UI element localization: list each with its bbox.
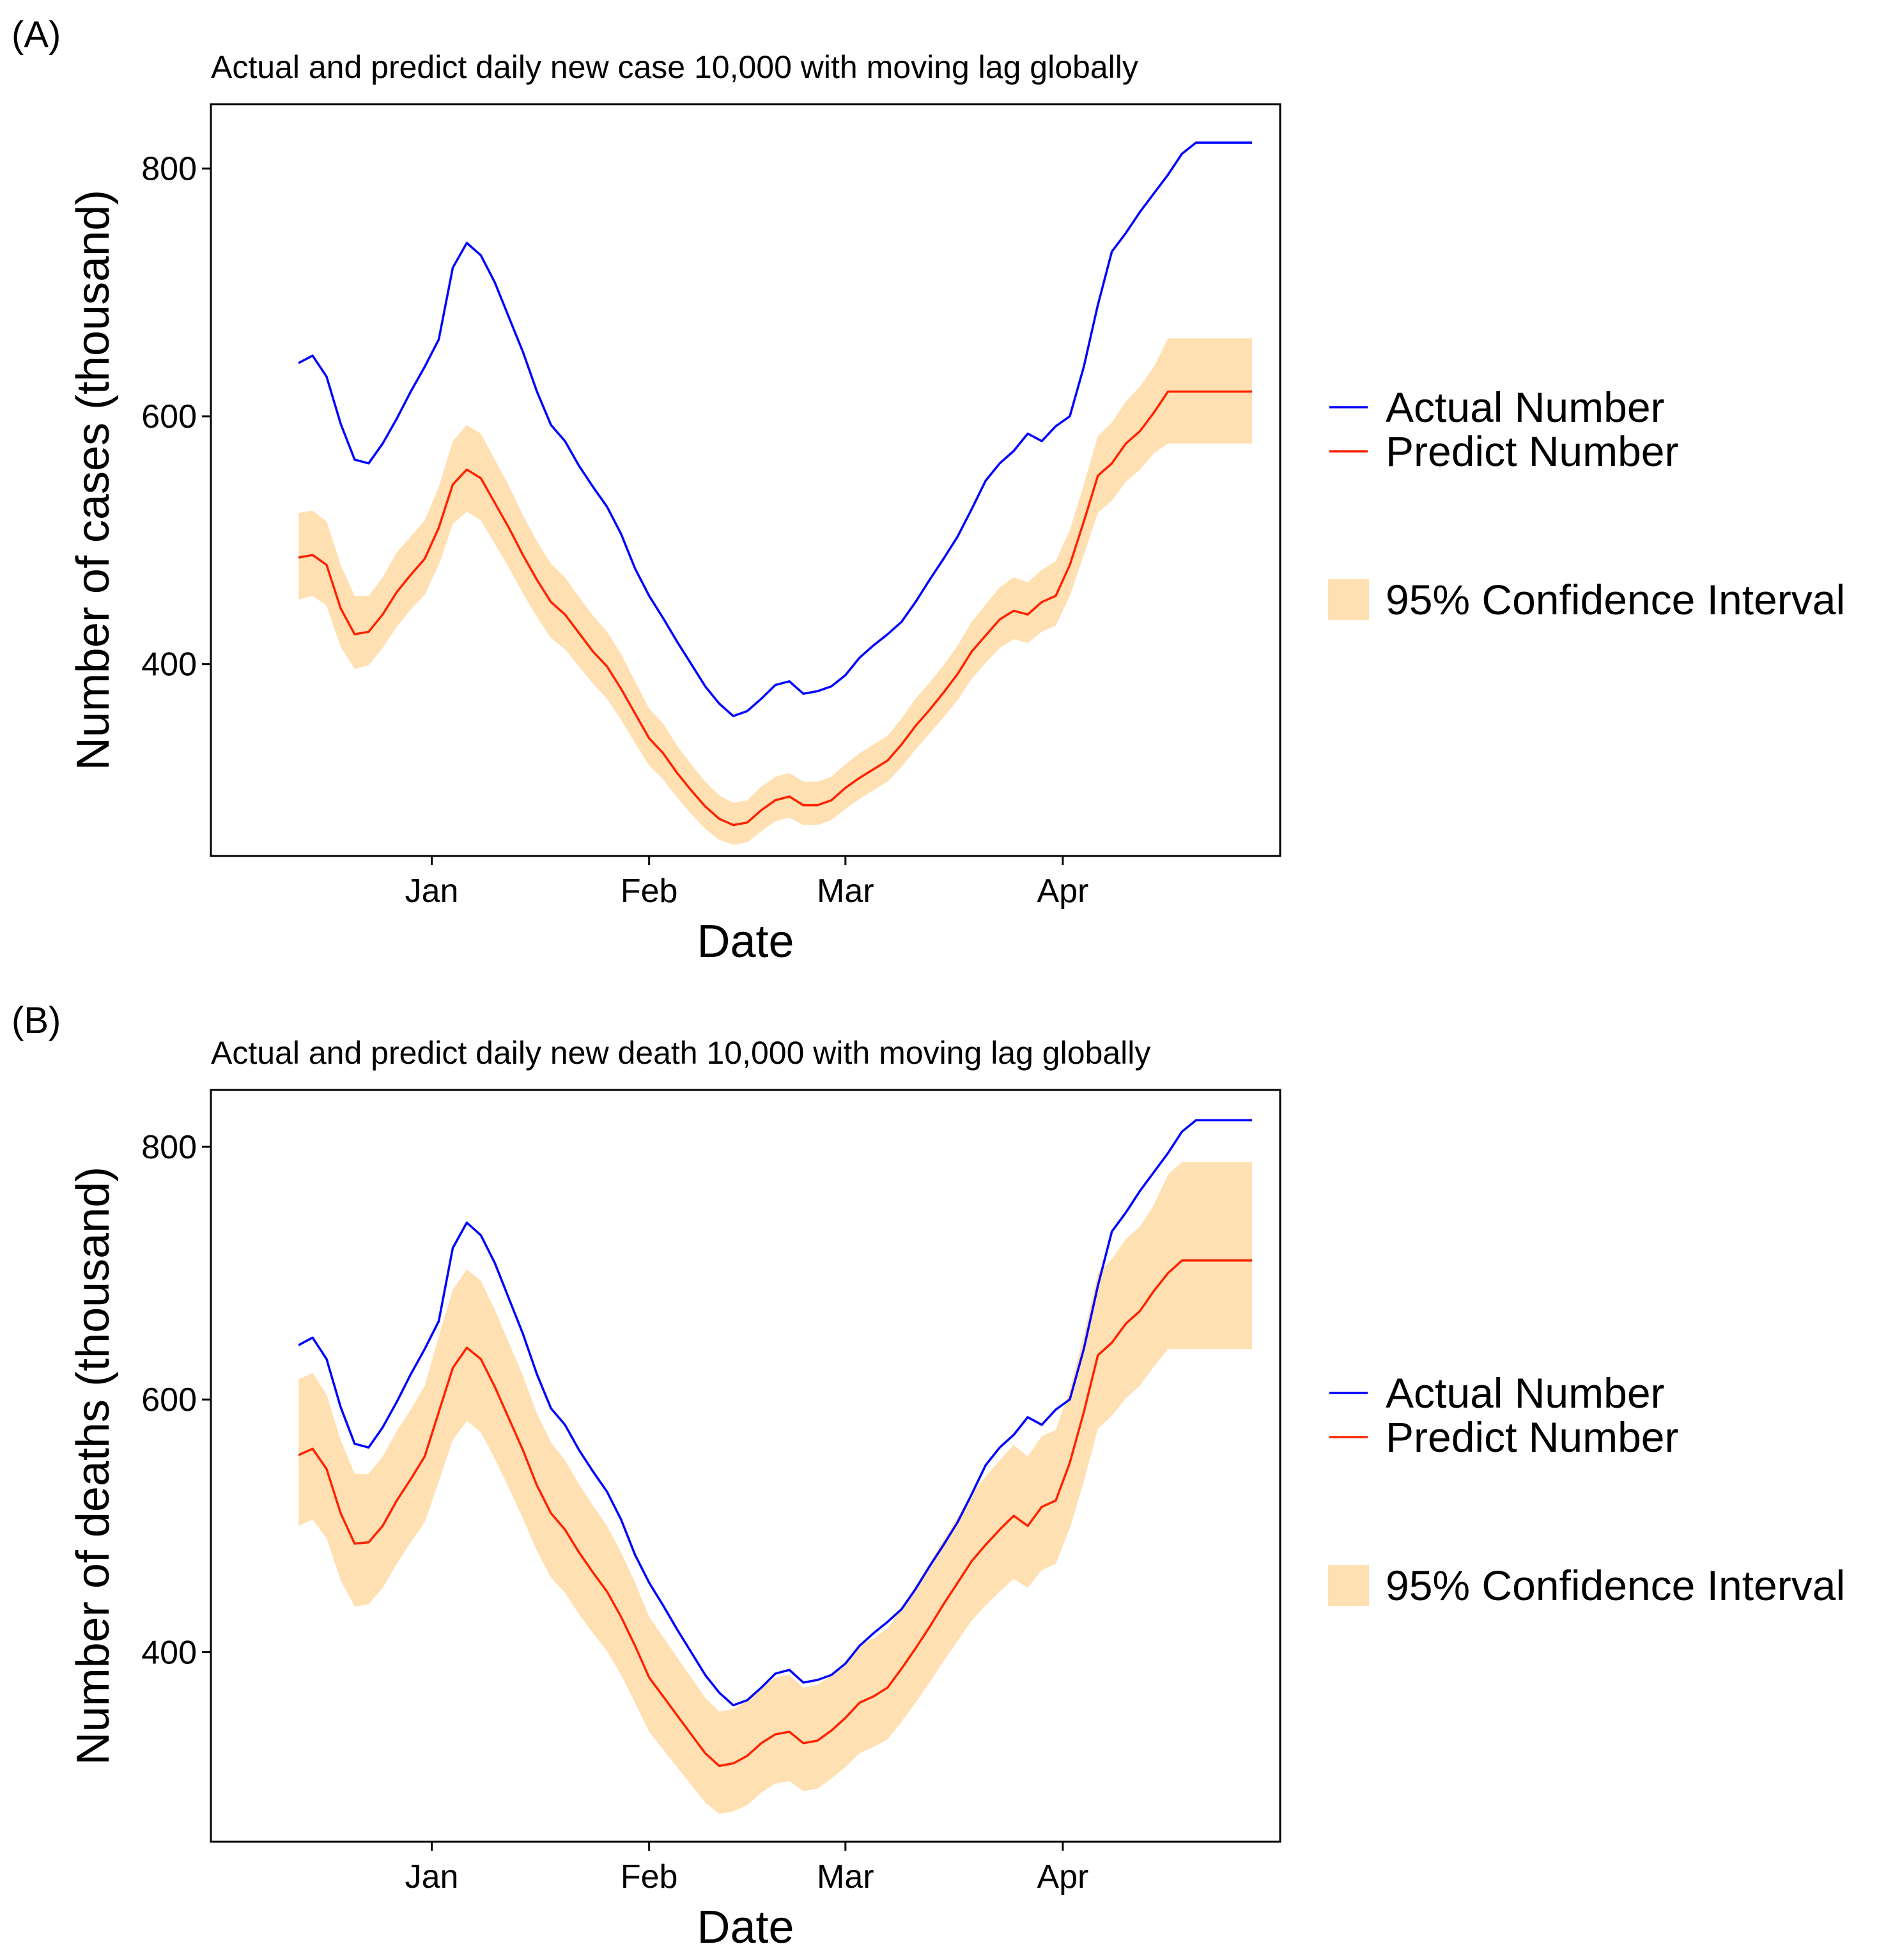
legend-label-b: 95% Confidence Interval (1386, 1562, 1845, 1609)
plot-frame-b (210, 1089, 1281, 1843)
y-tick-label-b: 800 (141, 1129, 197, 1166)
x-tick-label-a: Mar (817, 873, 874, 910)
legend-label-b: Actual Number (1386, 1369, 1665, 1417)
panel-label-a: (A) (12, 14, 61, 56)
y-tick-label-b: 600 (141, 1381, 197, 1419)
plot-frame-a (210, 103, 1281, 857)
predict-line-b (298, 1259, 1253, 1768)
legend-label-a: 95% Confidence Interval (1386, 576, 1845, 623)
legend-label-b: Predict Number (1386, 1413, 1679, 1461)
x-tick-label-b: Feb (621, 1858, 678, 1895)
x-tick-label-b: Apr (1037, 1858, 1088, 1895)
predict-line-a (298, 390, 1253, 827)
x-tick-label-a: Apr (1037, 873, 1088, 910)
y-axis-title-b: Number of deaths (thousand) (68, 1167, 119, 1766)
chart-title-b: Actual and predict daily new death 10,00… (211, 1035, 1150, 1071)
chart-panel-a: (A) Actual and predict daily new case 10,… (12, 14, 1845, 967)
x-tick-label-b: Jan (405, 1858, 459, 1895)
y-tick-label-a: 400 (141, 646, 197, 683)
plot-area-a (298, 141, 1253, 845)
x-tick-label-a: Feb (621, 873, 678, 910)
chart-title-a: Actual and predict daily new case 10,000… (211, 49, 1138, 85)
x-axis-title-b: Date (697, 1902, 794, 1953)
legend-key-band-a (1328, 579, 1369, 620)
actual-line-a (298, 141, 1253, 717)
x-tick-label-a: Jan (405, 873, 459, 910)
panel-label-b: (B) (12, 1000, 61, 1041)
legend-key-band-b (1328, 1565, 1369, 1606)
plot-area-b (298, 1119, 1253, 1814)
x-axis-title-a: Date (697, 916, 794, 967)
y-tick-label-b: 400 (141, 1635, 197, 1672)
legend-label-a: Predict Number (1386, 428, 1679, 475)
confidence-band-b (298, 1162, 1253, 1814)
actual-line-b (298, 1119, 1253, 1707)
y-axis-title-a: Number of cases (thousand) (68, 190, 119, 770)
chart-panel-b: (B) Actual and predict daily new death 10… (12, 1000, 1845, 1953)
y-tick-label-a: 600 (141, 398, 197, 435)
confidence-band-a (298, 338, 1253, 845)
x-tick-label-b: Mar (817, 1858, 874, 1895)
legend-label-a: Actual Number (1386, 384, 1665, 431)
y-tick-label-a: 800 (141, 151, 197, 188)
